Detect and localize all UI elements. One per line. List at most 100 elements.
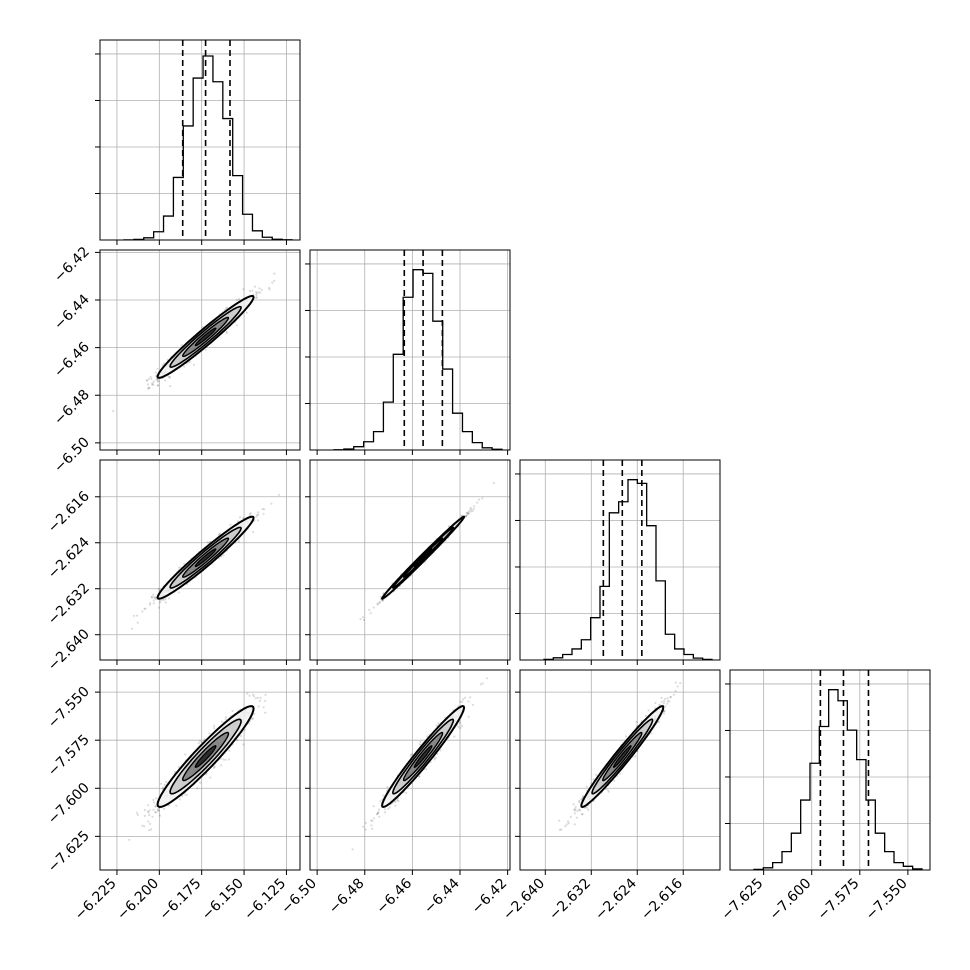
y-tick-label-3-0: −7.625: [45, 828, 93, 876]
sample-point: [470, 508, 473, 511]
scatter-panel-3-2: −2.640−2.632−2.624−2.616: [500, 669, 721, 923]
sample-point: [225, 332, 228, 335]
sample-point: [255, 515, 258, 518]
sample-point: [235, 324, 238, 327]
sample-point: [257, 291, 260, 294]
sample-point: [152, 798, 155, 802]
sample-point: [436, 752, 439, 756]
sample-point: [476, 501, 479, 504]
sample-point: [270, 502, 273, 505]
sample-point: [271, 281, 274, 284]
density-contours: [156, 294, 255, 379]
sample-point: [459, 726, 462, 730]
sample-point: [150, 595, 153, 599]
sample-point: [128, 838, 131, 841]
sample-point: [154, 805, 157, 808]
sample-point: [473, 505, 476, 508]
sample-point: [378, 815, 381, 818]
sample-point: [376, 812, 379, 815]
sample-point: [252, 693, 255, 696]
sample-point: [257, 511, 260, 514]
sample-point: [368, 608, 371, 611]
panel-frame: [99, 39, 301, 241]
sample-point: [379, 800, 382, 803]
sample-point: [151, 596, 154, 599]
sample-point: [472, 507, 475, 510]
sample-point: [424, 768, 427, 771]
sample-point: [471, 509, 474, 512]
sample-point: [152, 380, 155, 383]
sample-point: [259, 696, 262, 700]
sample-point: [146, 379, 149, 382]
sample-point: [157, 379, 160, 382]
hist-bin-4: [374, 432, 384, 450]
sample-point: [188, 360, 191, 363]
sample-point: [419, 743, 422, 746]
sample-point: [461, 700, 464, 704]
sample-point: [405, 791, 408, 795]
panel-frame: [309, 459, 511, 661]
sample-point: [152, 801, 155, 804]
sample-point: [458, 720, 462, 723]
scatter-panel-3-0: −6.225−6.200−6.175−6.150−6.125−7.625−7.6…: [45, 669, 301, 924]
sample-point: [664, 697, 667, 701]
density-contours: [380, 515, 466, 600]
sample-point: [663, 700, 666, 703]
sample-point: [168, 376, 171, 379]
panel-frame: [99, 249, 301, 451]
sample-point: [255, 292, 258, 295]
sample-point: [379, 595, 382, 598]
y-tick-label-1-2: −6.46: [51, 339, 93, 381]
sample-point: [152, 808, 155, 811]
sample-point: [228, 749, 231, 752]
sample-point: [185, 794, 188, 797]
sample-point: [371, 827, 374, 831]
sample-point: [238, 516, 242, 519]
sample-point: [148, 377, 151, 380]
sample-point: [613, 779, 616, 782]
sample-point: [154, 597, 157, 601]
sample-point: [359, 618, 362, 621]
hist-bin-12: [453, 413, 463, 450]
y-tick-label-3-1: −7.600: [45, 780, 93, 828]
hist-bin-13: [665, 634, 674, 660]
sample-point: [141, 610, 144, 613]
x-tick-label-0-0: −6.225: [72, 876, 120, 924]
hist-bin-2: [563, 654, 572, 660]
hist-bin-5: [591, 618, 600, 660]
sample-point: [410, 753, 413, 756]
sample-point: [146, 383, 150, 386]
sample-point: [418, 775, 421, 778]
sample-point: [485, 677, 488, 680]
sample-point: [159, 599, 162, 602]
sample-point: [361, 616, 364, 619]
sample-point: [466, 512, 469, 515]
sample-point: [112, 410, 115, 413]
sample-point: [371, 820, 374, 823]
sample-point: [158, 814, 162, 817]
sample-point: [162, 786, 165, 789]
hist-bin-9: [423, 273, 433, 450]
sample-point: [263, 508, 266, 511]
sample-point: [149, 375, 152, 378]
sample-point: [237, 540, 241, 543]
sample-point: [258, 287, 261, 290]
sample-point: [409, 753, 412, 757]
sample-point: [144, 607, 147, 610]
sample-point: [240, 734, 243, 738]
sample-point: [154, 805, 157, 808]
x-tick-label-1-0: −6.50: [278, 876, 320, 918]
sample-point: [460, 724, 464, 728]
sample-point: [168, 597, 171, 600]
y-tick-label-3-3: −7.550: [45, 684, 93, 732]
sample-point: [152, 602, 155, 605]
sample-point: [196, 787, 199, 790]
sample-point: [459, 722, 462, 725]
histogram-panel-2: [515, 459, 721, 665]
sample-point: [184, 753, 187, 756]
sample-point: [364, 828, 367, 831]
panel-frame: [309, 669, 511, 871]
hist-bin-8: [203, 56, 213, 240]
sample-point: [136, 813, 139, 817]
